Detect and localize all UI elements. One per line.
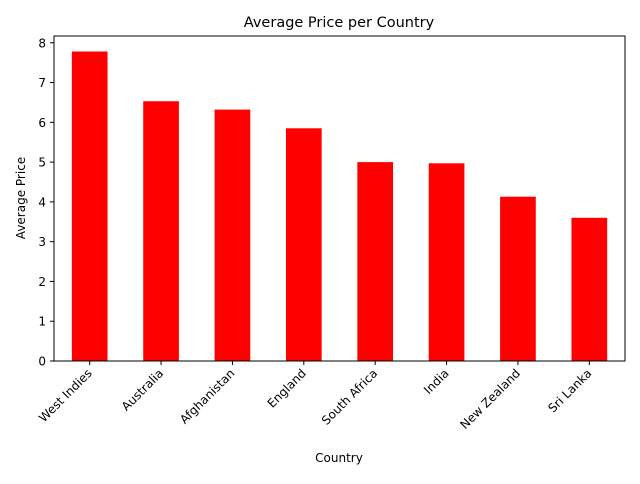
y-tick-label: 6 — [38, 116, 46, 130]
plot-frame — [53, 35, 626, 362]
y-axis: 0 1 2 3 4 5 6 7 8 — [38, 36, 54, 369]
y-tick-label: 0 — [38, 355, 46, 369]
chart-title: Average Price per Country — [244, 15, 435, 31]
y-tick-label: 4 — [38, 195, 46, 209]
bars — [71, 51, 608, 362]
bar — [500, 196, 536, 361]
x-tick-label: West Indies — [36, 366, 95, 425]
y-tick-label: 2 — [38, 275, 46, 289]
bar — [71, 51, 108, 362]
y-tick-label: 1 — [38, 315, 46, 329]
x-tick-label: India — [421, 366, 452, 397]
bar — [428, 163, 465, 361]
bar — [214, 109, 251, 362]
bar — [285, 128, 322, 361]
y-tick-label: 7 — [38, 76, 46, 90]
y-axis-label: Average Price — [14, 157, 28, 239]
bar — [571, 217, 608, 361]
x-axis-label: Country — [315, 451, 363, 465]
bar — [143, 101, 179, 361]
x-tick-label: South Africa — [319, 366, 380, 427]
bar — [357, 162, 394, 361]
x-tick-label: New Zealand — [457, 366, 523, 432]
x-tick-label: Afghanistan — [177, 366, 237, 426]
x-tick-label: Sri Lanka — [545, 366, 594, 415]
y-tick-label: 5 — [38, 156, 46, 170]
y-tick-label: 3 — [38, 235, 46, 249]
x-axis: West Indies Australia Afghanistan England So… — [36, 361, 594, 432]
x-tick-label: England — [265, 366, 309, 410]
y-tick-label: 8 — [38, 36, 46, 50]
x-tick-label: Australia — [119, 366, 166, 413]
